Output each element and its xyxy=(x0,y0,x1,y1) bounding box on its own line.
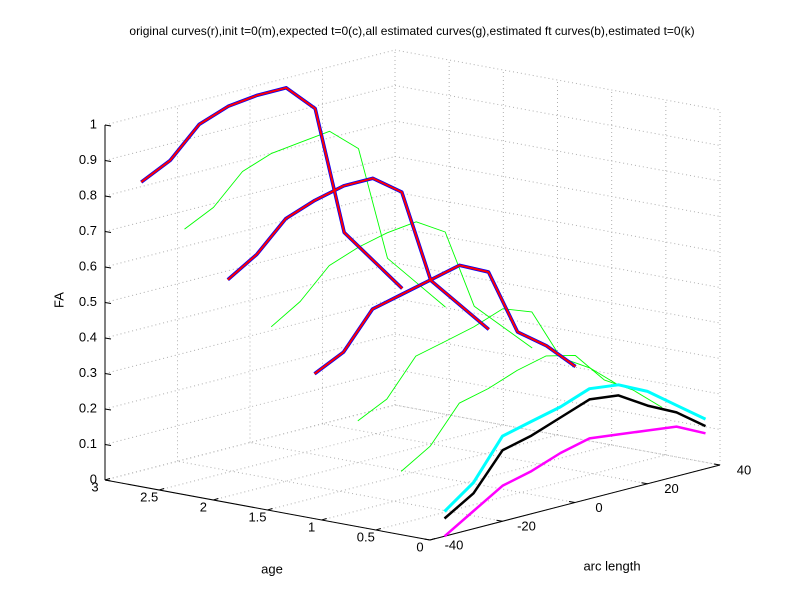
z-axis-label: FA xyxy=(51,292,66,308)
y-tick-label: 2.5 xyxy=(140,489,158,504)
data-line xyxy=(313,264,577,375)
tick-mark xyxy=(429,538,436,541)
tick-mark xyxy=(375,528,381,531)
y-tick-label: 1 xyxy=(308,519,315,534)
tick-mark xyxy=(321,518,327,521)
y-tick-label: 1.5 xyxy=(248,509,266,524)
x-tick-label: 0 xyxy=(595,500,602,515)
tick-mark xyxy=(568,501,576,503)
data-line xyxy=(443,425,706,538)
tick-mark xyxy=(104,266,112,269)
x-axis-label: arc length xyxy=(583,558,640,573)
tick-mark xyxy=(496,519,503,522)
tick-mark xyxy=(104,337,112,340)
data-line xyxy=(270,221,533,349)
grid-line xyxy=(104,369,396,445)
z-tick-label: 0.9 xyxy=(79,152,97,167)
tick-mark xyxy=(104,373,112,375)
tick-mark xyxy=(104,444,112,446)
x-tick-label: 40 xyxy=(737,462,751,477)
tick-mark xyxy=(104,302,112,304)
x-tick-label: -40 xyxy=(445,537,464,552)
z-tick-label: 0.4 xyxy=(79,329,97,344)
z-tick-label: 0.6 xyxy=(79,258,97,273)
y-tick-label: 0.5 xyxy=(357,529,375,544)
z-tick-label: 0.1 xyxy=(79,436,97,451)
tick-mark xyxy=(641,482,648,485)
data-line xyxy=(357,308,620,422)
z-tick-label: 0 xyxy=(90,471,97,486)
tick-mark xyxy=(213,498,219,501)
tick-mark xyxy=(423,538,431,541)
grid-line xyxy=(177,460,503,522)
grid-line xyxy=(104,191,396,268)
data-line xyxy=(443,383,707,513)
z-tick-label: 0.7 xyxy=(79,223,97,238)
chart-title: original curves(r),init t=0(m),expected … xyxy=(129,24,694,38)
tick-mark xyxy=(713,463,721,466)
tick-mark xyxy=(104,124,112,127)
grid-line xyxy=(159,414,450,491)
grid-line xyxy=(267,434,558,511)
data-line xyxy=(227,177,490,331)
z-tick-label: 0.3 xyxy=(79,365,97,380)
tick-mark xyxy=(104,160,112,162)
z-tick-label: 0.2 xyxy=(79,400,97,415)
y-tick-label: 2 xyxy=(200,499,207,514)
y-tick-label: 3 xyxy=(91,479,98,494)
tick-mark xyxy=(267,508,273,511)
z-tick-label: 0.5 xyxy=(79,294,97,309)
grid-line xyxy=(321,444,612,521)
grid-line xyxy=(394,298,721,359)
data-line xyxy=(184,130,446,308)
tick-mark xyxy=(104,408,112,411)
data-line xyxy=(443,394,707,520)
tick-mark xyxy=(159,488,165,491)
data-line xyxy=(140,86,403,290)
tick-mark xyxy=(104,479,112,482)
y-tick-label: 0 xyxy=(416,539,423,554)
y-axis-label: age xyxy=(261,561,283,576)
tick-mark xyxy=(104,195,112,198)
z-tick-label: 1 xyxy=(90,116,97,131)
tick-mark xyxy=(104,231,112,233)
x-tick-label: -20 xyxy=(517,519,536,534)
x-tick-label: 20 xyxy=(664,481,678,496)
z-tick-label: 0.8 xyxy=(79,187,97,202)
